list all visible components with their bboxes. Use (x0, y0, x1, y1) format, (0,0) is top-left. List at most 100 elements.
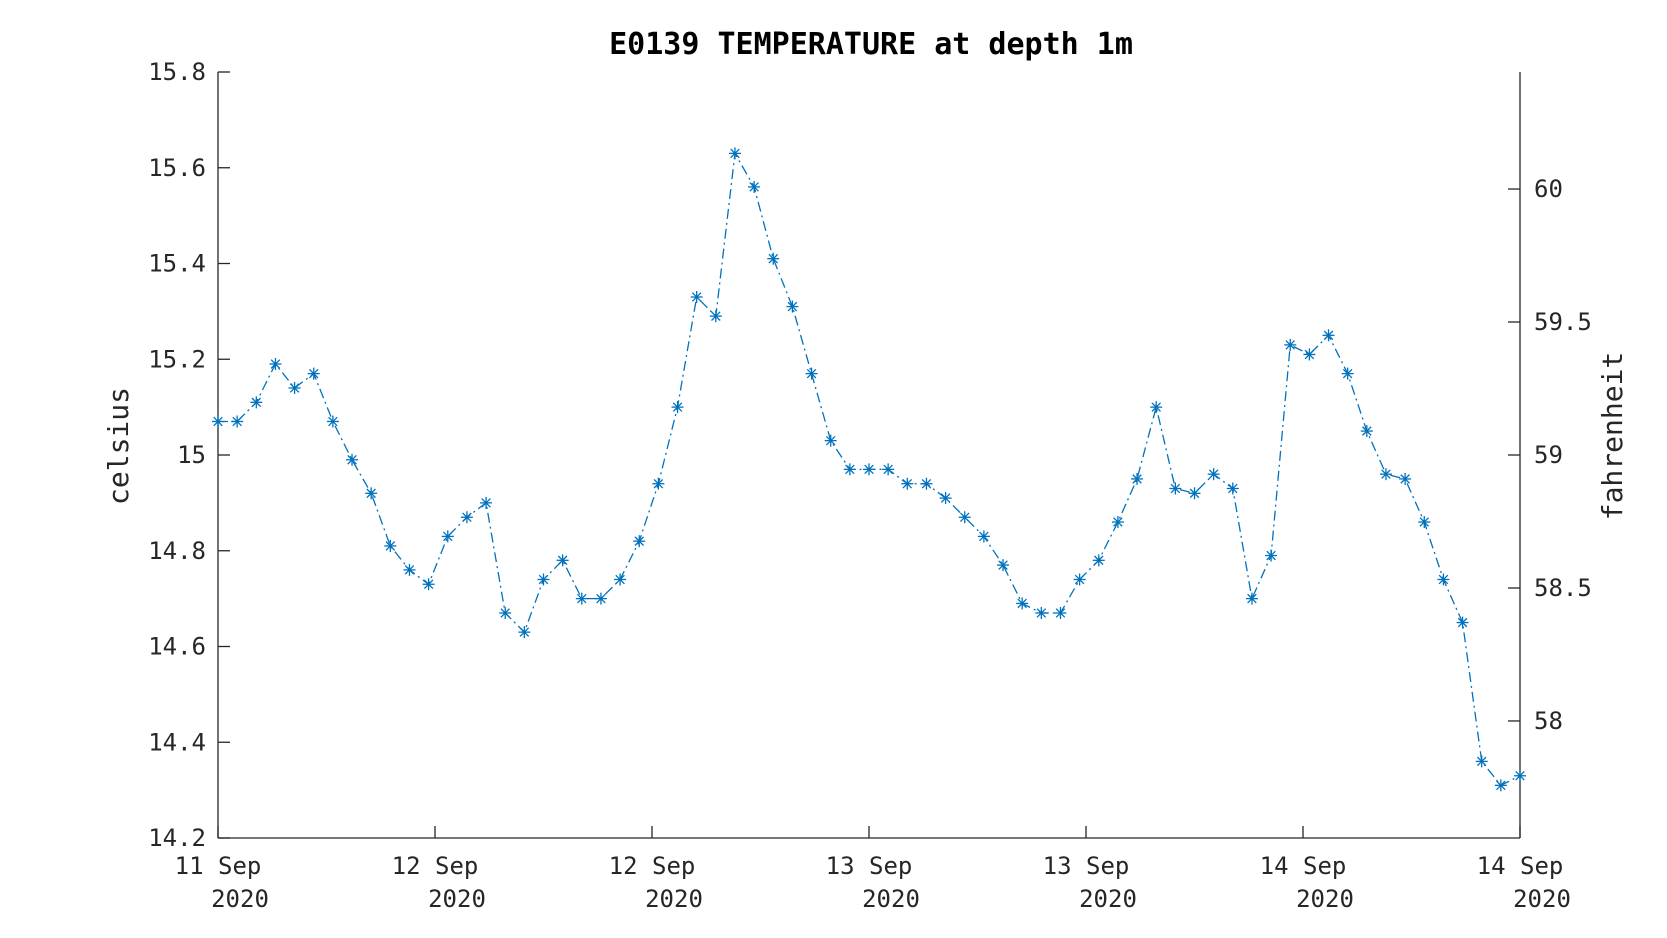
y-axis-label: celsius (102, 387, 135, 505)
data-point (1150, 401, 1163, 414)
y-tick-label: 14.4 (148, 728, 206, 756)
data-point (901, 477, 914, 490)
x-tick-year-label: 2020 (428, 885, 486, 913)
ticks: 15.8 15.6 15.4 15.2 15 14.8 14.6 14.4 14.2 60 59.5… (148, 58, 1592, 913)
data-point (1514, 769, 1526, 782)
data-point (1111, 516, 1124, 529)
data-point (1437, 573, 1450, 586)
data-point (920, 477, 933, 490)
data-point (575, 592, 588, 605)
data-point (882, 463, 895, 476)
x-tick-year-label: 2020 (1296, 885, 1354, 913)
x-tick-label: 12 Sep (609, 852, 696, 880)
data-point (671, 401, 684, 414)
data-point (269, 358, 282, 371)
data-point (614, 573, 627, 586)
y2-tick-label: 58.5 (1534, 574, 1592, 602)
data-point (1475, 755, 1488, 768)
data-point (499, 606, 512, 619)
data-point (1169, 482, 1182, 495)
chart-title: E0139 TEMPERATURE at depth 1m (609, 27, 1133, 62)
data-point (748, 180, 761, 193)
data-point (1303, 348, 1316, 361)
axes (217, 72, 1521, 839)
x-tick-year-label: 2020 (1079, 885, 1137, 913)
data-point (1399, 472, 1412, 485)
data-point (633, 535, 646, 548)
data-point (1322, 329, 1335, 342)
data-point (307, 367, 320, 380)
y-tick-label: 15 (177, 441, 206, 469)
data-point (977, 530, 990, 543)
y2-tick-label: 60 (1534, 175, 1563, 203)
y-tick-label: 15.8 (148, 58, 206, 86)
data-point (728, 147, 741, 160)
data-point (1054, 606, 1067, 619)
data-point (1284, 338, 1297, 351)
data-point (1035, 606, 1048, 619)
y-tick-label: 15.6 (148, 154, 206, 182)
y-tick-label: 14.2 (148, 824, 206, 852)
data-point (652, 477, 665, 490)
data-point (863, 463, 875, 476)
data-point (480, 496, 493, 509)
x-tick-label: 13 Sep (1043, 852, 1130, 880)
data-point (384, 539, 397, 552)
data-point (556, 554, 569, 567)
x-tick-label: 14 Sep (1477, 852, 1564, 880)
series-temperature (212, 147, 1526, 792)
data-point (824, 434, 837, 447)
x-tick-year-label: 2020 (862, 885, 920, 913)
data-point (1494, 779, 1507, 792)
data-point (939, 492, 952, 505)
data-point (958, 511, 971, 524)
data-point (231, 415, 244, 428)
y2-tick-label: 58 (1534, 707, 1563, 735)
data-point (1207, 468, 1220, 481)
data-point (1245, 592, 1258, 605)
data-point (250, 396, 263, 409)
data-point (460, 511, 473, 524)
data-point (1073, 573, 1086, 586)
data-point (1418, 516, 1431, 529)
data-point (1016, 597, 1029, 610)
y-tick-label: 14.6 (148, 633, 206, 661)
data-point (422, 578, 435, 591)
data-point (1226, 482, 1239, 495)
data-point (441, 530, 454, 543)
data-point (1265, 549, 1278, 562)
data-point (1360, 425, 1373, 438)
data-point (365, 487, 378, 500)
x-tick-label: 13 Sep (826, 852, 913, 880)
data-point (346, 453, 359, 466)
data-point (1456, 616, 1469, 629)
y-tick-label: 15.2 (148, 345, 206, 373)
data-point (1131, 472, 1144, 485)
x-tick-label: 14 Sep (1260, 852, 1347, 880)
y2-tick-label: 59.5 (1534, 308, 1592, 336)
data-point (843, 463, 856, 476)
data-point (1379, 468, 1392, 481)
data-point (326, 415, 339, 428)
data-point (767, 252, 780, 265)
data-point (403, 563, 416, 576)
x-tick-year-label: 2020 (211, 885, 269, 913)
data-point (212, 415, 224, 428)
data-point (805, 367, 818, 380)
y2-axis-label: fahrenheit (1596, 352, 1629, 521)
x-tick-year-label: 2020 (1513, 885, 1571, 913)
y-tick-label: 15.4 (148, 250, 206, 278)
x-tick-label: 12 Sep (392, 852, 479, 880)
data-point (1341, 367, 1354, 380)
data-point (997, 559, 1010, 572)
data-point (1188, 487, 1201, 500)
data-point (518, 626, 531, 639)
data-point (594, 592, 607, 605)
data-point (537, 573, 550, 586)
data-point (709, 310, 722, 323)
x-tick-year-label: 2020 (645, 885, 703, 913)
data-point (786, 300, 799, 313)
y-tick-label: 14.8 (148, 537, 206, 565)
x-tick-label: 11 Sep (175, 852, 262, 880)
